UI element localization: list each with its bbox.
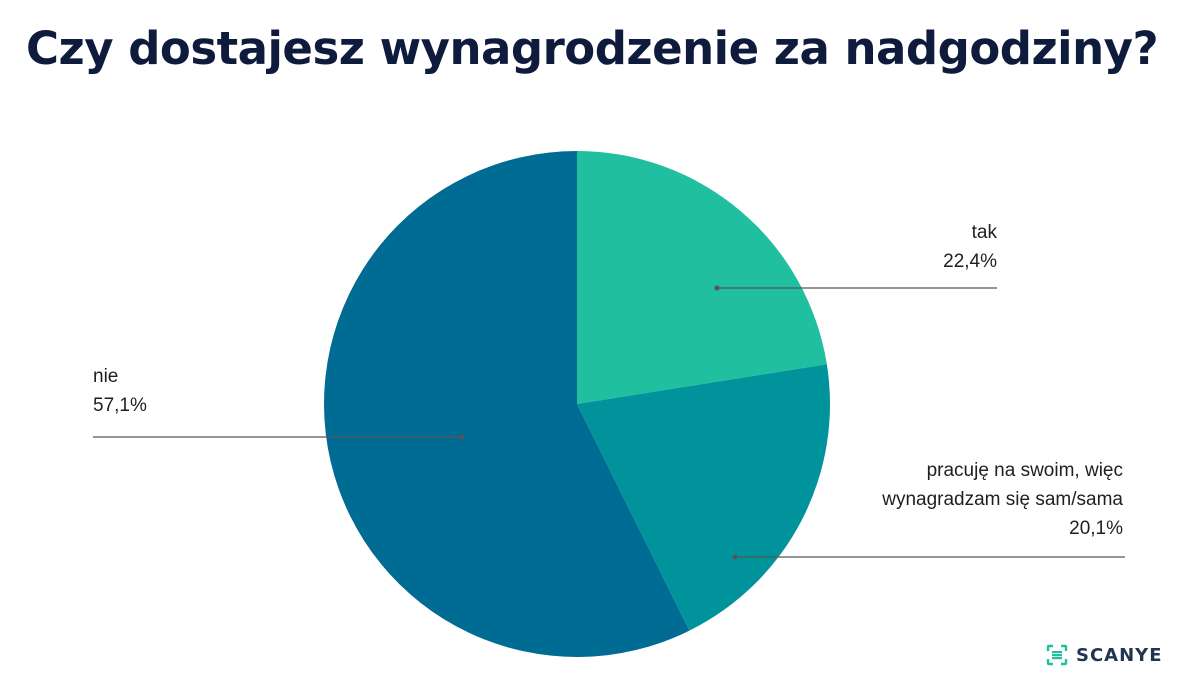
slice-value-label-2: 20,1% [1069,518,1123,539]
slice-category-label-3: nie [93,366,118,387]
slice-value-label-3: 57,1% [93,395,147,416]
slice-category-label-2: wynagradzam się sam/sama [881,489,1123,510]
slice-category-label-2: pracuję na swoim, więc [927,460,1123,481]
pie-slice-2 [577,364,830,631]
leader-dot-2 [732,554,738,560]
chart-title: Czy dostajesz wynagrodzenie za nadgodzin… [26,22,1159,75]
scanye-logo-icon [1046,644,1068,666]
pie-slice-1 [577,151,827,404]
pie-slice-3 [324,151,690,657]
leader-dot-3 [459,434,465,440]
brand-name: SCANYE [1076,644,1163,666]
slice-value-label-1: 22,4% [943,251,997,272]
slice-category-label-1: tak [972,222,998,243]
scanye-logo: SCANYE [1046,644,1163,666]
leader-dot-1 [714,285,720,291]
